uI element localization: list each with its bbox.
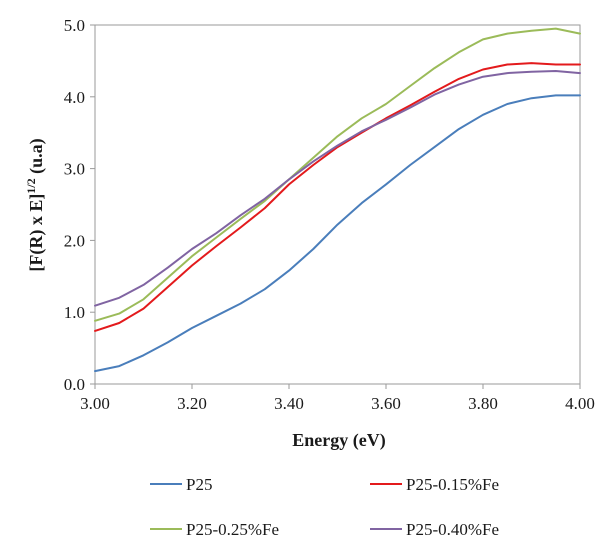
series-layer [94,27,581,373]
plot-area [94,24,581,385]
y-tick-label: 5.0 [64,16,85,35]
y-axis-title-tail: (u.a) [26,138,47,178]
legend: P25 P25-0.15%Fe P25-0.25%Fe P25-0.40%Fe [150,475,499,539]
plot-frame [94,24,581,385]
x-axis-title: Energy (eV) [292,430,385,451]
legend-label-3: P25-0.40%Fe [406,520,499,539]
y-axis-title: [F(R) x E]1/2 (u.a) [24,138,47,271]
y-tick-label: 2.0 [64,231,85,250]
y-tick-label: 1.0 [64,303,85,322]
y-tick-label: 4.0 [64,88,85,107]
y-tick-label: 0.0 [64,375,85,394]
series-line-3 [94,70,581,307]
x-tick-label: 3.60 [371,394,401,413]
series-line-0 [94,94,581,373]
y-axis-title-sup: 1/2 [24,178,38,193]
series-line-2 [94,27,581,322]
x-tick-label: 3.80 [468,394,498,413]
x-tick-label: 3.40 [274,394,304,413]
x-tick-label: 4.00 [565,394,595,413]
legend-label-2: P25-0.25%Fe [186,520,279,539]
series-line-1 [94,62,581,332]
legend-label-0: P25 [186,475,212,494]
x-tick-label: 3.00 [80,394,110,413]
x-tick-label: 3.20 [177,394,207,413]
legend-label-1: P25-0.15%Fe [406,475,499,494]
y-axis-title-main: [F(R) x E] [26,194,47,272]
ticks-layer: 0.0 1.0 2.0 3.0 4.0 5.0 3.00 3.20 3.40 3.60 3.80 4.… [64,16,595,413]
y-tick-label: 3.0 [64,160,85,179]
